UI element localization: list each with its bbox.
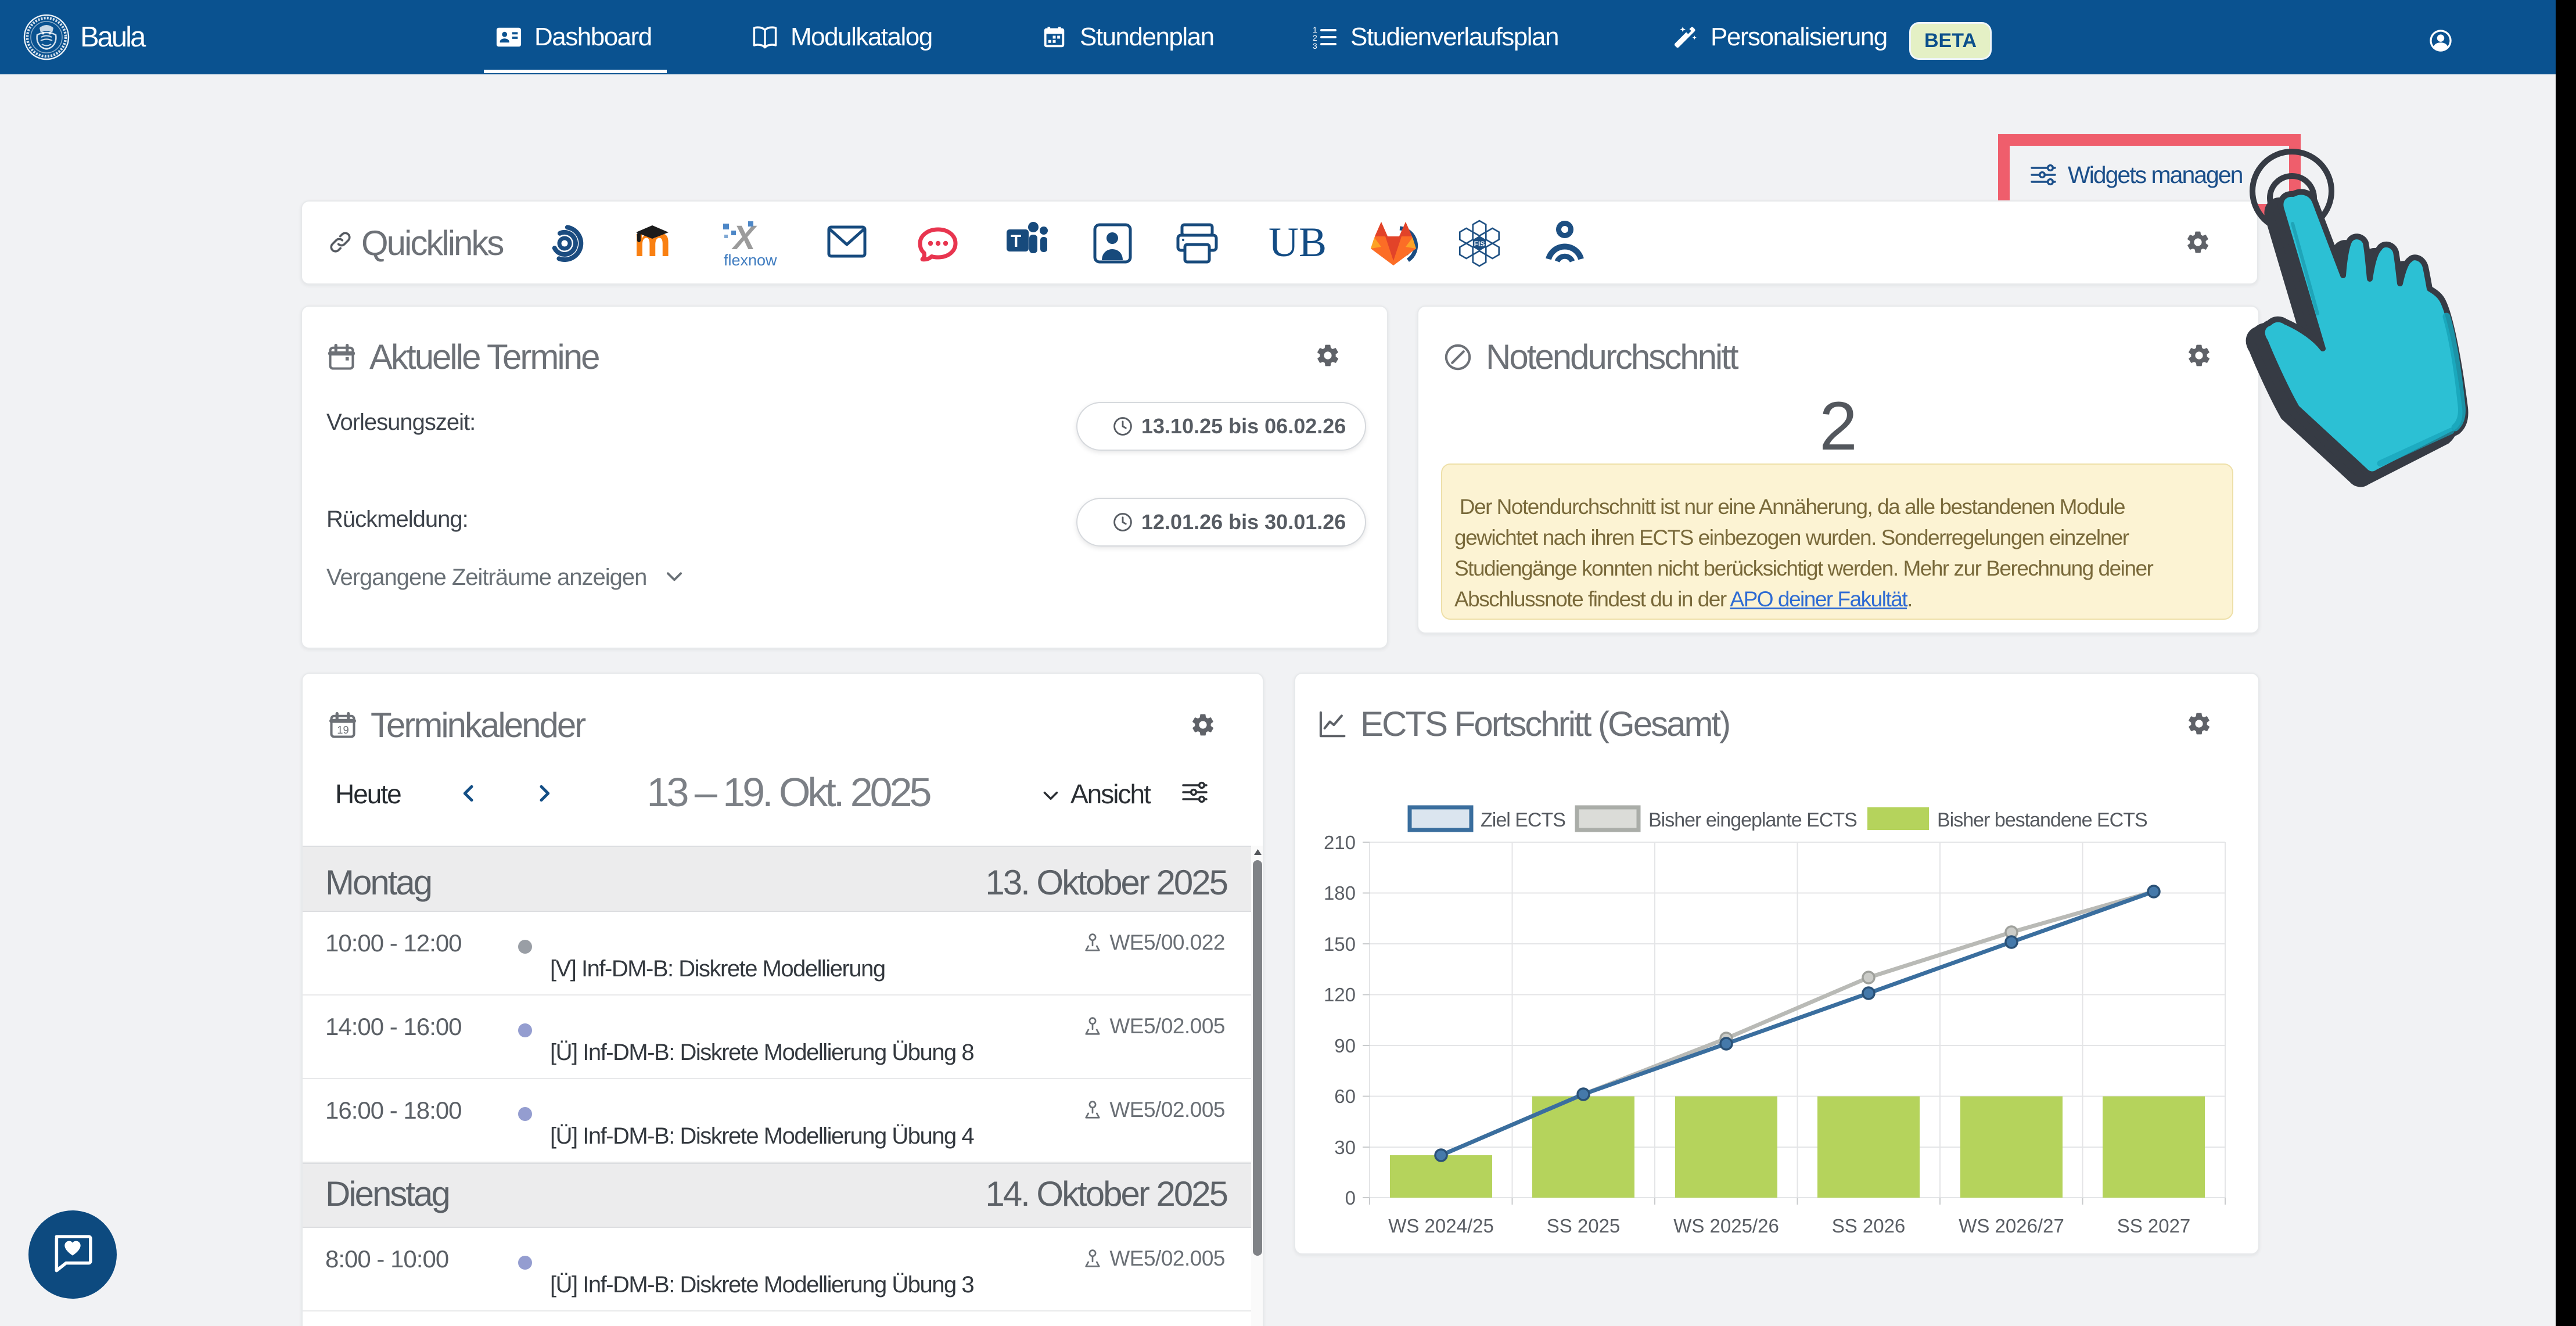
svg-text:T: T	[1011, 232, 1021, 251]
svg-text:FIS: FIS	[1474, 240, 1485, 248]
svg-text:SS 2025: SS 2025	[1547, 1215, 1621, 1237]
svg-text:WS 2026/27: WS 2026/27	[1959, 1215, 2064, 1237]
svg-text:SS 2026: SS 2026	[1832, 1215, 1906, 1237]
svg-text:0: 0	[1345, 1187, 1356, 1209]
svg-text:Bisher bestandene ECTS: Bisher bestandene ECTS	[1937, 809, 2147, 831]
svg-text:UB: UB	[1269, 219, 1327, 265]
svg-text:180: 180	[1324, 882, 1356, 904]
svg-text:SS 2027: SS 2027	[2117, 1215, 2191, 1237]
svg-text:1: 1	[1313, 25, 1317, 34]
svg-text:flexnow: flexnow	[724, 251, 777, 269]
svg-text:60: 60	[1334, 1086, 1356, 1107]
svg-text:Ziel ECTS: Ziel ECTS	[1481, 809, 1565, 831]
svg-text:210: 210	[1324, 832, 1356, 853]
svg-text:3: 3	[1313, 41, 1317, 51]
svg-text:90: 90	[1334, 1035, 1356, 1057]
svg-text:120: 120	[1324, 984, 1356, 1005]
svg-text:150: 150	[1324, 933, 1356, 955]
svg-text:30: 30	[1334, 1137, 1356, 1158]
svg-text:Bisher eingeplante ECTS: Bisher eingeplante ECTS	[1648, 809, 1857, 831]
svg-text:19: 19	[337, 724, 349, 736]
svg-text:WS 2024/25: WS 2024/25	[1388, 1215, 1494, 1237]
svg-text:WS 2025/26: WS 2025/26	[1673, 1215, 1779, 1237]
